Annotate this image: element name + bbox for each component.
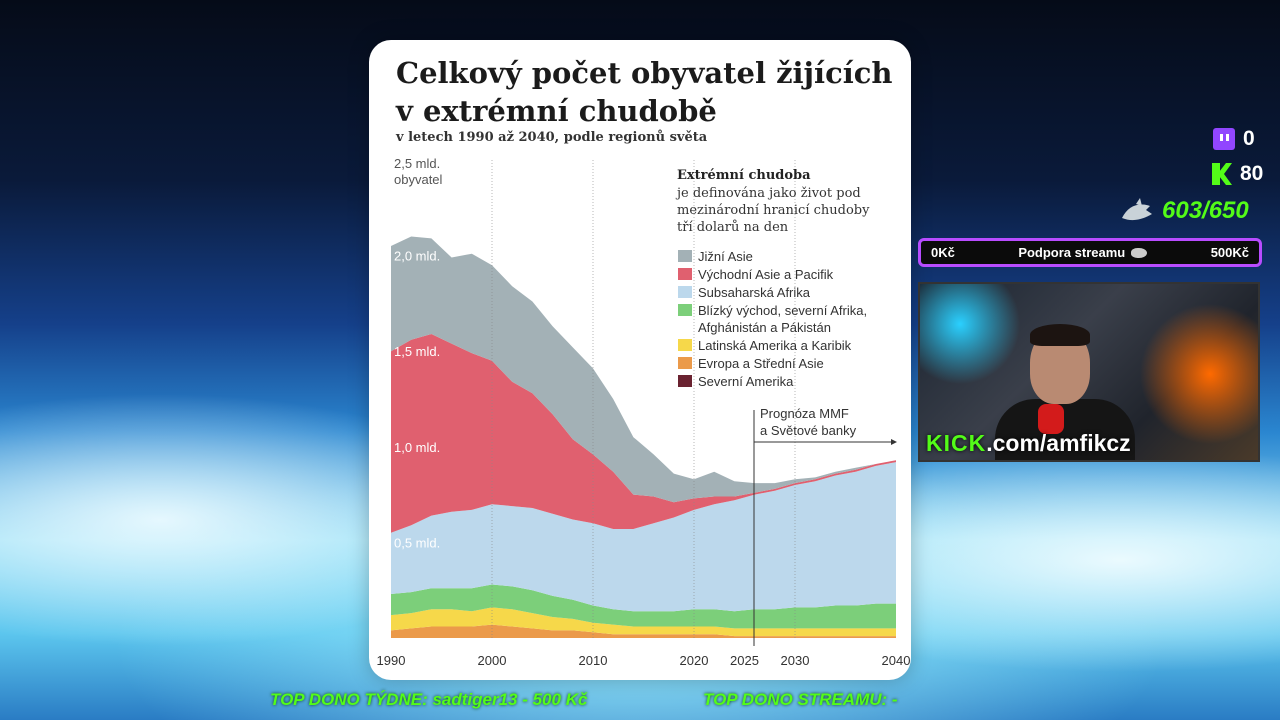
twitch-viewers: 0	[1213, 127, 1255, 151]
area-series-2	[391, 584, 896, 629]
area-chart: 2,5 mld. obyvatel 2,0 mld. 1,5 mld. 1,0 ml…	[377, 156, 911, 668]
area-series-5	[391, 334, 896, 533]
x-tick-label: 2025	[730, 653, 759, 668]
area-series-0	[391, 624, 896, 638]
y-axis-label: 2,0 mld.	[394, 249, 440, 264]
legend-label: Blízký východ, severní Afrika,	[698, 303, 867, 318]
legend-swatch	[678, 304, 692, 316]
donation-goal-title: Podpora streamu	[1018, 245, 1148, 260]
legend-label: Latinská Amerika a Karibik	[698, 338, 852, 353]
legend-label: Afghánistán a Pákistán	[698, 320, 831, 335]
webcam-feed: KICK.com/amfikcz	[918, 282, 1260, 462]
legend-label: Subsaharská Afrika	[698, 285, 811, 300]
kick-url-text: .com/amfikcz	[986, 430, 1131, 456]
x-tick-label: 2030	[781, 653, 810, 668]
kick-viewers: 80	[1212, 162, 1263, 186]
fish-icon	[1131, 247, 1148, 258]
y-unit-line1: 2,5 mld.	[394, 156, 440, 171]
y-axis-label: 1,5 mld.	[394, 344, 440, 359]
donation-goal-min: 0Kč	[931, 245, 955, 260]
legend-swatch	[678, 339, 692, 351]
chart-subtitle: v letech 1990 až 2040, podle regionů svě…	[396, 130, 708, 145]
chart-card: Celkový počet obyvatel žijících v extrém…	[369, 40, 911, 680]
streamer-hair	[1030, 324, 1090, 346]
legend-swatch	[678, 268, 692, 280]
definition-line: tří dolarů na den	[677, 219, 789, 235]
legend-swatch	[678, 250, 692, 262]
x-tick-label: 2000	[478, 653, 507, 668]
definition-line: mezinárodní hranicí chudoby	[677, 203, 870, 218]
definition-title: Extrémní chudoba	[677, 168, 811, 183]
follower-goal: 603/650	[1120, 197, 1249, 225]
forecast-label-2: a Světové banky	[760, 423, 857, 438]
x-tick-label: 1990	[377, 653, 406, 668]
area-series-4	[391, 462, 896, 612]
microphone-icon	[1038, 404, 1064, 434]
forecast-label-1: Prognóza MMF	[760, 406, 849, 421]
top-donor-week: TOP DONO TÝDNE: sadtiger13 - 500 Kč	[270, 690, 588, 709]
goal-progress: 603/650	[1162, 197, 1249, 224]
x-tick-label: 2020	[680, 653, 709, 668]
twitch-icon	[1213, 128, 1235, 150]
donation-goal-bar: 0Kč Podpora streamu 500Kč	[918, 238, 1262, 267]
legend-swatch	[678, 357, 692, 369]
kick-channel-url: KICK.com/amfikcz	[926, 430, 1131, 457]
x-tick-label: 2010	[579, 653, 608, 668]
y-axis-label: 1,0 mld.	[394, 440, 440, 455]
y-axis-label: 0,5 mld.	[394, 535, 440, 550]
chart-title: Celkový počet obyvatel žijících v extrém…	[396, 56, 893, 128]
area-series-6	[391, 236, 896, 503]
definition-line: je definována jako život pod	[675, 186, 861, 201]
y-unit-line2: obyvatel	[394, 172, 443, 187]
twitch-viewer-count: 0	[1243, 127, 1255, 150]
shark-icon	[1122, 198, 1152, 221]
legend-label: Jižní Asie	[698, 249, 753, 264]
legend-label: Východní Asie a Pacifik	[698, 267, 834, 282]
kick-viewer-count: 80	[1240, 162, 1264, 185]
legend-swatch	[678, 286, 692, 298]
kick-logo-text: KICK	[926, 430, 987, 456]
kick-icon	[1212, 163, 1232, 185]
area-series-1	[391, 607, 896, 637]
donation-goal-label: Podpora streamu	[1018, 245, 1126, 260]
donation-goal-max: 500Kč	[1210, 245, 1249, 260]
legend-label: Severní Amerika	[698, 374, 794, 389]
x-tick-label: 2040	[882, 653, 911, 668]
top-donor-stream: TOP DONO STREAMU: -	[703, 690, 898, 709]
streamer-body	[995, 399, 1135, 460]
legend-label: Evropa a Střední Asie	[698, 356, 824, 371]
legend-swatch	[678, 375, 692, 387]
forecast-arrowhead	[891, 439, 897, 445]
